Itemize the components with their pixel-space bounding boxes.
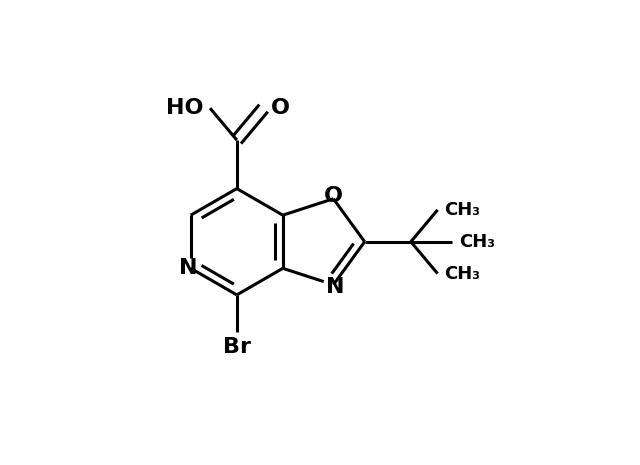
- Text: N: N: [326, 277, 345, 297]
- Text: CH₃: CH₃: [445, 265, 481, 283]
- Text: HO: HO: [166, 98, 203, 118]
- Text: CH₃: CH₃: [445, 201, 481, 219]
- Text: CH₃: CH₃: [460, 233, 495, 251]
- Text: Br: Br: [223, 337, 251, 357]
- Text: O: O: [324, 186, 343, 206]
- Text: N: N: [179, 259, 198, 279]
- Text: O: O: [271, 98, 289, 118]
